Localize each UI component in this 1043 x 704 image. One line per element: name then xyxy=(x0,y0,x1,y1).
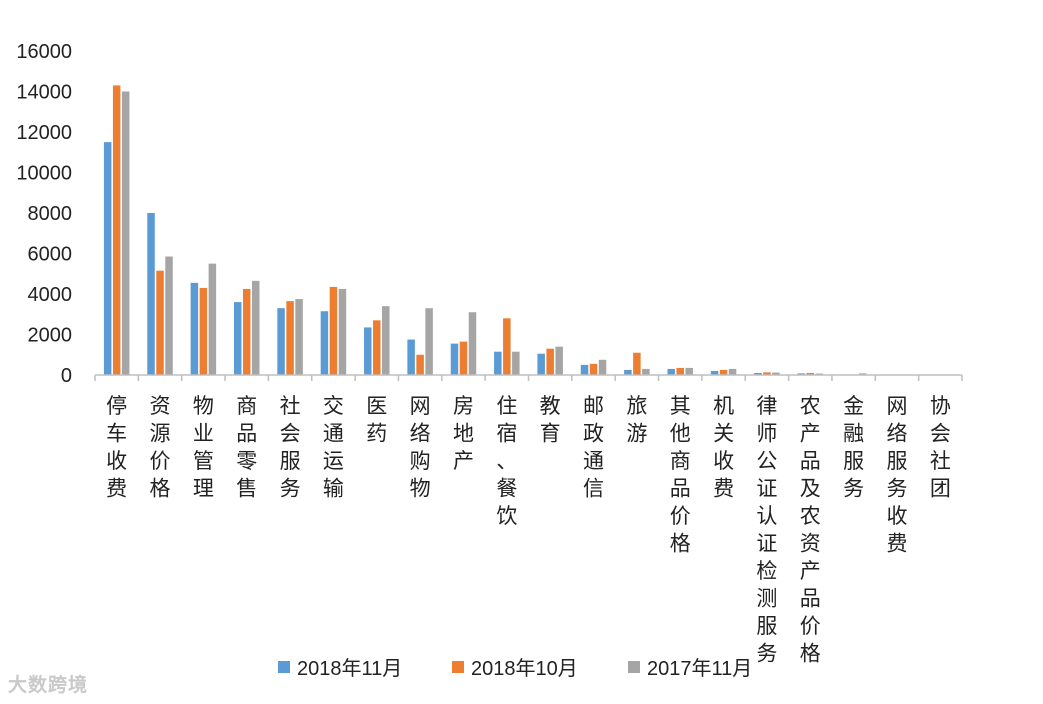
bar-2-13 xyxy=(676,367,684,375)
category-label-11: 邮政通信 xyxy=(583,394,604,501)
legend-swatch-0 xyxy=(278,661,290,673)
bar-1-13 xyxy=(667,368,675,375)
category-label-17: 金融服务 xyxy=(843,394,864,501)
bar-3-8 xyxy=(468,312,477,375)
bars xyxy=(103,85,910,376)
bar-3-7 xyxy=(425,308,433,375)
category-label-14: 机关收费 xyxy=(713,394,734,501)
bar-3-1 xyxy=(165,256,173,375)
y-tick-label-2: 4000 xyxy=(28,284,73,306)
legend-swatch-2 xyxy=(628,661,640,673)
y-tick-label-1: 2000 xyxy=(28,325,73,347)
bar-2-8 xyxy=(459,341,468,375)
category-label-3: 商品零售 xyxy=(236,394,257,501)
bar-2-4 xyxy=(286,301,294,375)
category-label-2: 物业管理 xyxy=(193,394,214,501)
x-axis-ticks xyxy=(94,375,963,381)
bar-3-9 xyxy=(512,351,520,375)
bar-3-6 xyxy=(382,306,390,375)
bar-3-17 xyxy=(858,373,867,375)
category-label-8: 房地产 xyxy=(453,394,474,473)
y-tick-label-5: 10000 xyxy=(16,163,72,185)
category-label-13: 其他商品价格 xyxy=(670,394,691,556)
category-label-18: 网络服务收费 xyxy=(886,394,907,556)
bar-2-3 xyxy=(242,288,251,375)
bar-2-7 xyxy=(416,354,424,375)
bar-1-11 xyxy=(580,364,589,375)
category-label-10: 教育 xyxy=(540,394,561,446)
bar-1-3 xyxy=(233,302,242,375)
legend-swatch-1 xyxy=(452,661,464,673)
bar-2-2 xyxy=(199,287,208,375)
bar-1-15 xyxy=(754,372,762,375)
category-label-4: 社会服务 xyxy=(280,394,301,501)
category-label-7: 网络购物 xyxy=(410,394,431,501)
bar-2-0 xyxy=(112,85,121,376)
bar-2-1 xyxy=(156,270,164,375)
category-label-15: 律师公证认证检测服务 xyxy=(756,394,777,666)
category-label-5: 交通运输 xyxy=(323,394,344,501)
bar-2-16 xyxy=(806,372,815,375)
bar-2-6 xyxy=(373,320,381,375)
legend-label-1: 2018年10月 xyxy=(471,657,578,680)
legend-label-2: 2017年11月 xyxy=(647,657,752,680)
category-label-6: 医药 xyxy=(366,394,387,446)
bar-1-2 xyxy=(190,282,199,375)
y-tick-label-3: 6000 xyxy=(28,244,73,266)
bar-1-5 xyxy=(320,311,329,375)
category-label-1: 资源价格 xyxy=(150,394,171,501)
bar-3-0 xyxy=(121,91,130,375)
category-label-0: 停车收费 xyxy=(106,394,127,501)
bar-1-10 xyxy=(537,353,545,375)
bar-3-14 xyxy=(728,368,737,375)
bar-3-11 xyxy=(598,359,607,375)
bar-2-9 xyxy=(503,318,511,375)
bar-2-11 xyxy=(589,363,598,375)
bar-1-9 xyxy=(494,351,502,375)
y-tick-label-7: 14000 xyxy=(16,82,72,104)
bar-1-8 xyxy=(450,343,459,375)
bar-2-14 xyxy=(719,369,728,375)
category-label-12: 旅游 xyxy=(626,394,647,446)
bar-1-6 xyxy=(364,327,372,375)
bar-3-13 xyxy=(685,367,693,375)
legend-label-0: 2018年11月 xyxy=(297,657,402,680)
bar-3-10 xyxy=(555,346,563,375)
y-tick-label-4: 8000 xyxy=(28,203,73,225)
category-label-16: 农产品及农资产品价格 xyxy=(800,394,821,666)
bar-2-10 xyxy=(546,348,554,375)
bar-2-12 xyxy=(633,352,641,375)
bar-1-12 xyxy=(624,369,632,375)
legend: 2018年11月 2018年10月 2017年11月 xyxy=(278,657,752,680)
bar-3-4 xyxy=(295,299,303,375)
y-tick-label-8: 16000 xyxy=(16,41,72,63)
bar-1-7 xyxy=(407,339,415,375)
y-tick-label-6: 12000 xyxy=(16,122,72,144)
bar-3-5 xyxy=(338,288,347,375)
bar-3-2 xyxy=(208,263,217,375)
bar-1-16 xyxy=(797,373,806,375)
bar-1-4 xyxy=(277,308,285,375)
bar-3-12 xyxy=(642,368,650,375)
bar-3-3 xyxy=(251,280,260,375)
bar-1-14 xyxy=(710,370,719,375)
bar-3-15 xyxy=(772,372,780,375)
bar-2-15 xyxy=(763,372,771,375)
category-labels: 停车收费 资源价格 物业管理 商品零售 社会服务 交通运输 医药 网络购物 房地产 住宿、餐饮 教育… xyxy=(106,394,951,666)
bar-1-0 xyxy=(103,142,112,375)
bar-1-1 xyxy=(147,213,155,375)
bar-2-5 xyxy=(329,286,338,375)
y-axis-tick-labels: 0 2000 4000 6000 8000 10000 12000 14000 16000 xyxy=(16,41,72,387)
category-label-9: 住宿、餐饮 xyxy=(496,394,517,528)
category-label-19: 协会社团 xyxy=(930,394,951,501)
watermark: 大数跨境 xyxy=(8,674,89,696)
y-tick-label-0: 0 xyxy=(61,365,72,387)
